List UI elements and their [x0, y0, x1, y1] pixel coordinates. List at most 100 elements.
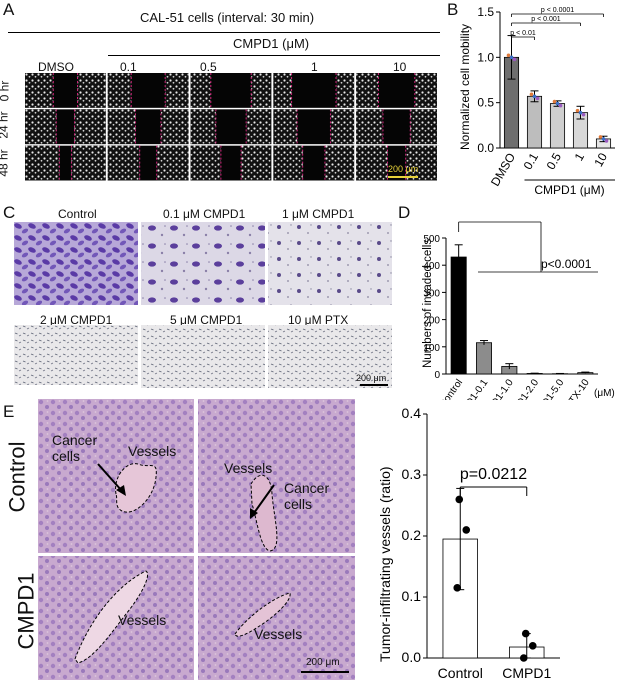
y-tick-label: 0.3 [402, 466, 422, 482]
arrow-1 [97, 463, 123, 492]
anno-vessels-1: Vessels [128, 443, 177, 459]
panel-c-label-ptx: 10 μM PTX [288, 313, 349, 327]
y-tick-label: 0.2 [402, 527, 422, 543]
tile-divider [354, 145, 357, 182]
histology-images [38, 399, 355, 680]
cell-front-right [71, 145, 106, 181]
tile-divider [188, 109, 191, 146]
cell-front-right [241, 145, 272, 181]
p-value-label: p=0.0212 [460, 466, 527, 483]
cell-front-left [356, 145, 388, 181]
x-tick-label: Control [438, 377, 466, 400]
panel-c-scale-bar-label: 200 μm [356, 373, 387, 383]
data-point [529, 92, 534, 97]
x-tick-label: DMSO [488, 151, 518, 189]
data-point [575, 108, 580, 113]
vessel-outline-1 [115, 463, 157, 513]
unit-label: (μM) [594, 388, 615, 399]
data-point [604, 139, 609, 143]
data-point [512, 57, 517, 62]
x-tick-label: 0.1 [521, 150, 542, 172]
panel-c-scale-bar [360, 384, 388, 386]
cell-front-right [156, 145, 189, 181]
panel-c-label-5: 5 μM CMPD1 [170, 313, 243, 327]
panel-c-label-2: 2 μM CMPD1 [40, 313, 113, 327]
data-point [462, 526, 471, 534]
row-label-0hr: 0 hr [0, 80, 12, 102]
transwell-images [14, 222, 392, 388]
data-point [601, 137, 606, 141]
cell-front-right [77, 73, 106, 108]
p-value-label: p < 0.001 [531, 16, 560, 23]
data-point [552, 99, 557, 104]
panel-e-scale-bar [301, 671, 349, 673]
cell-front-left [107, 73, 132, 108]
cell-front-left [25, 73, 54, 108]
tile-divider [105, 73, 108, 110]
cell-front-left [107, 145, 140, 181]
data-point [509, 55, 514, 60]
chart-d-ylabel: Numbers of invaded cells [422, 239, 434, 368]
y-tick-label: 0.0 [402, 649, 422, 665]
cell-front-left [356, 73, 379, 108]
cell-front-left [273, 145, 303, 181]
cell-front-left [25, 145, 60, 181]
y-tick-label: 400 [423, 261, 440, 272]
cell-front-left [356, 109, 383, 145]
data-point [532, 94, 537, 99]
anno-vessels-4: Vessels [254, 626, 303, 642]
data-point [578, 110, 583, 115]
x-tick-label: CMPD1 [502, 665, 551, 680]
cell-front-left [190, 145, 221, 181]
data-point [598, 135, 603, 139]
col-label-0-1: 0.1 [120, 60, 137, 74]
panel-c-label-0-1: 0.1 μM CMPD1 [163, 207, 246, 221]
panel-letter-e: E [3, 402, 15, 421]
cell-front-left [273, 73, 292, 108]
cell-front-right [74, 109, 106, 145]
p-value-label: p < 0.0001 [541, 7, 574, 14]
x-tick-label: 10 [591, 150, 610, 169]
tile-divider [271, 145, 274, 182]
y-tick-label: 0 [434, 370, 440, 381]
row-divider [25, 180, 439, 182]
row-divider [25, 107, 439, 110]
data-point [521, 629, 530, 638]
y-tick-label: 1.5 [477, 5, 494, 19]
panel-c-label-1: 1 μM CMPD1 [282, 207, 355, 221]
chart-d: Numbers of invaded cells 0 100 200 300 400 50… [422, 221, 615, 400]
cmpd1-group-label: CMPD1 (μM) [233, 36, 310, 51]
vessel-outline-4 [234, 592, 291, 637]
data-point [453, 584, 462, 592]
col-label-0-5: 0.5 [200, 60, 217, 74]
x-tick-label: 1 [572, 150, 588, 163]
tile-divider [437, 109, 439, 146]
cell-front-left [25, 109, 57, 145]
y-tick-label: 0.4 [402, 405, 422, 421]
data-point [455, 495, 464, 504]
col-label-10: 10 [393, 60, 407, 74]
row-divider [25, 144, 439, 146]
tile-divider [437, 73, 439, 110]
chart-b-xlabel: CMPD1 (μM) [534, 183, 604, 197]
vessel-outline-2 [250, 474, 278, 552]
col-label-dmso: DMSO [38, 60, 74, 74]
data-point [581, 112, 586, 117]
col-label-1: 1 [311, 60, 318, 74]
tile-divider [188, 145, 191, 182]
row-label-cmpd1: CMPD1 [13, 572, 39, 650]
row-label-24hr: 24 hr [0, 111, 11, 139]
panel-e-scale-bar-label: 200 μm [306, 657, 340, 668]
y-tick-label: 300 [423, 288, 440, 299]
data-point [555, 101, 560, 106]
y-tick-label: 0.5 [477, 96, 494, 110]
tile-divider [105, 109, 108, 146]
y-tick-label: 1.0 [477, 50, 494, 64]
cell-front-right [414, 73, 437, 108]
data-point [506, 53, 511, 58]
x-tick-label: 0.5 [544, 150, 565, 172]
cell-front-right [410, 109, 437, 145]
tile-divider [105, 145, 108, 182]
anno-vessels-2: Vessels [224, 460, 273, 476]
panel-letter-a: A [3, 0, 15, 19]
